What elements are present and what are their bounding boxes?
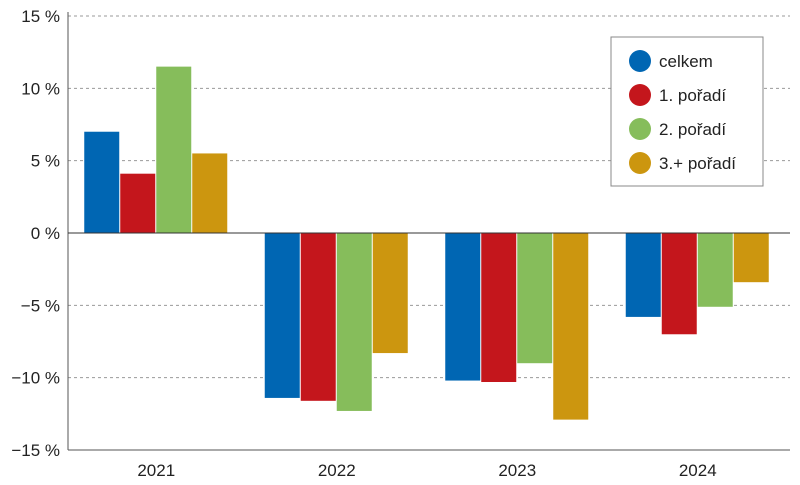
bar-2024-series-4 bbox=[733, 233, 769, 283]
y-tick-label: −10 % bbox=[11, 369, 60, 388]
bar-2024-series-1 bbox=[625, 233, 661, 317]
y-tick-label: −15 % bbox=[11, 441, 60, 460]
bar-2021-series-1 bbox=[84, 131, 120, 233]
legend-label-4: 3.+ pořadí bbox=[659, 154, 736, 173]
y-tick-label: 5 % bbox=[31, 152, 60, 171]
legend-marker-1 bbox=[629, 50, 651, 72]
legend-marker-3 bbox=[629, 118, 651, 140]
x-tick-label: 2022 bbox=[318, 461, 356, 480]
bar-2023-series-4 bbox=[553, 233, 589, 420]
bar-2022-series-4 bbox=[372, 233, 408, 354]
legend-label-2: 1. pořadí bbox=[659, 86, 726, 105]
bar-2021-series-4 bbox=[192, 153, 228, 233]
bar-2024-series-3 bbox=[697, 233, 733, 307]
y-tick-labels: 15 % 10 % 5 % 0 % −5 % −10 % −15 % bbox=[11, 7, 60, 460]
legend-marker-4 bbox=[629, 152, 651, 174]
y-tick-label: 10 % bbox=[21, 79, 60, 98]
y-tick-label: 15 % bbox=[21, 7, 60, 26]
x-tick-labels: 2021 2022 2023 2024 bbox=[137, 461, 716, 480]
x-tick-label: 2024 bbox=[679, 461, 717, 480]
legend-label-3: 2. pořadí bbox=[659, 120, 726, 139]
bars bbox=[84, 66, 769, 420]
bar-2023-series-3 bbox=[517, 233, 553, 364]
legend: celkem 1. pořadí 2. pořadí 3.+ pořadí bbox=[610, 36, 764, 187]
bar-2023-series-2 bbox=[481, 233, 517, 383]
legend-marker-2 bbox=[629, 84, 651, 106]
bar-2022-series-3 bbox=[336, 233, 372, 411]
bar-2021-series-2 bbox=[120, 173, 156, 233]
bar-2023-series-1 bbox=[445, 233, 481, 381]
x-tick-label: 2023 bbox=[498, 461, 536, 480]
x-tick-label: 2021 bbox=[137, 461, 175, 480]
bar-2022-series-2 bbox=[300, 233, 336, 401]
bar-2022-series-1 bbox=[264, 233, 300, 398]
bar-2024-series-2 bbox=[661, 233, 697, 335]
bar-2021-series-3 bbox=[156, 66, 192, 233]
y-tick-label: −5 % bbox=[21, 296, 60, 315]
y-tick-label: 0 % bbox=[31, 224, 60, 243]
axes bbox=[67, 12, 790, 451]
legend-label-1: celkem bbox=[659, 52, 713, 71]
